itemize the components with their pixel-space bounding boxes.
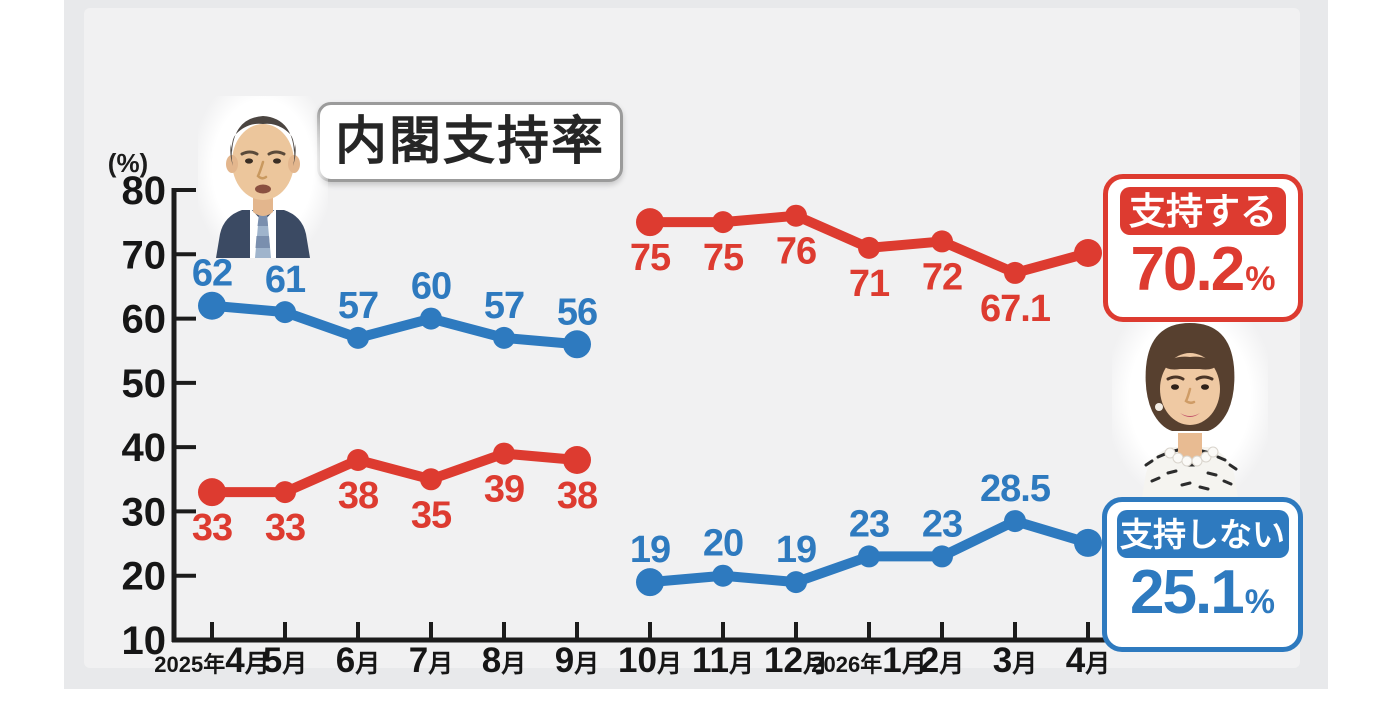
male-politician-photo: [198, 96, 328, 258]
y-tick-label: 80: [122, 169, 167, 213]
female-politician-illustration: [1142, 323, 1238, 497]
data-point: [274, 481, 296, 504]
data-point: [1074, 528, 1102, 557]
x-tick-label: 10月: [618, 641, 682, 680]
data-label: 62: [192, 253, 232, 295]
data-point: [198, 478, 226, 507]
data-label: 33: [192, 507, 232, 549]
data-point: [931, 545, 953, 568]
y-tick-label: 60: [122, 298, 167, 342]
x-tick-label: 2026年1月: [811, 641, 926, 680]
x-tick-label: 4月: [1066, 641, 1110, 680]
data-label: 38: [557, 475, 597, 517]
x-tick-label: 2025年4月: [154, 641, 269, 680]
disapprove-value-unit: %: [1244, 583, 1275, 621]
data-label: 23: [922, 503, 962, 545]
approve-value-number: 70.2: [1130, 235, 1246, 304]
approve-badge-label: 支持する: [1120, 187, 1286, 235]
data-label: 19: [630, 529, 670, 571]
data-label: 75: [630, 237, 671, 279]
x-tick-label: 9月: [555, 641, 599, 680]
chart-title-box: 内閣支持率: [317, 102, 623, 182]
data-point: [198, 291, 226, 320]
series-line: [207, 448, 582, 498]
x-tick-label: 5月: [263, 641, 307, 680]
x-tick-label: 7月: [409, 641, 453, 680]
x-tick-label: 12月: [764, 641, 828, 680]
data-point: [1004, 510, 1026, 533]
data-point: [274, 301, 296, 324]
y-axis-unit-label: (%): [108, 148, 148, 178]
data-point: [858, 545, 880, 568]
data-point: [563, 446, 591, 474]
disapprove-value-number: 25.1: [1130, 558, 1245, 627]
data-label: 60: [411, 266, 451, 308]
data-point: [347, 326, 369, 349]
data-point: [636, 208, 664, 237]
x-tick-label: 3月: [993, 641, 1037, 680]
data-point: [858, 236, 880, 259]
y-tick-label: 20: [122, 555, 167, 599]
data-point: [563, 330, 591, 359]
x-tick-label: 2月: [920, 641, 964, 680]
x-tick-label: 8月: [482, 641, 526, 680]
approve-badge-value: 70.2 %: [1131, 239, 1276, 301]
data-point: [1074, 239, 1102, 267]
data-label: 28.5: [980, 468, 1051, 510]
approve-value-unit: %: [1245, 260, 1276, 298]
data-point: [493, 326, 515, 349]
data-label: 75: [703, 237, 744, 279]
data-point: [420, 307, 442, 330]
data-label: 57: [484, 285, 524, 327]
data-point: [347, 449, 369, 471]
data-point: [712, 564, 734, 587]
y-tick-label: 10: [122, 619, 167, 663]
data-label: 23: [849, 503, 889, 545]
chart-title: 内閣支持率: [334, 113, 605, 171]
data-point: [931, 230, 953, 253]
data-label: 19: [776, 529, 816, 571]
disapprove-badge-label: 支持しない: [1116, 510, 1289, 558]
data-point: [785, 571, 807, 594]
data-point: [1004, 261, 1026, 284]
data-label: 67.1: [980, 288, 1051, 330]
data-label: 33: [265, 507, 305, 549]
data-label: 57: [338, 285, 378, 327]
y-tick-label: 40: [122, 426, 167, 470]
approve-badge: 支持する 70.2 %: [1103, 174, 1303, 322]
data-label: 61: [265, 259, 306, 301]
data-point: [712, 211, 734, 234]
y-tick-label: 30: [122, 490, 167, 534]
data-point: [636, 568, 664, 597]
data-label: 20: [703, 523, 743, 565]
male-politician-illustration: [216, 116, 310, 258]
disapprove-badge: 支持しない 25.1 %: [1102, 497, 1303, 652]
data-label: 56: [557, 291, 597, 333]
y-tick-label: 50: [122, 362, 167, 406]
data-label: 76: [776, 231, 816, 273]
data-point: [493, 442, 515, 465]
disapprove-badge-value: 25.1 %: [1130, 562, 1275, 624]
data-label: 35: [411, 494, 452, 536]
x-tick-label: 11月: [692, 641, 754, 680]
data-point: [785, 204, 807, 227]
y-tick-label: 70: [122, 233, 167, 277]
data-label: 38: [338, 475, 378, 517]
female-politician-photo: [1112, 315, 1268, 497]
data-label: 71: [849, 263, 890, 305]
data-label: 72: [922, 256, 962, 298]
series-line: [207, 300, 582, 350]
data-label: 39: [484, 469, 524, 511]
data-point: [420, 468, 442, 491]
x-tick-label: 6月: [336, 641, 380, 680]
